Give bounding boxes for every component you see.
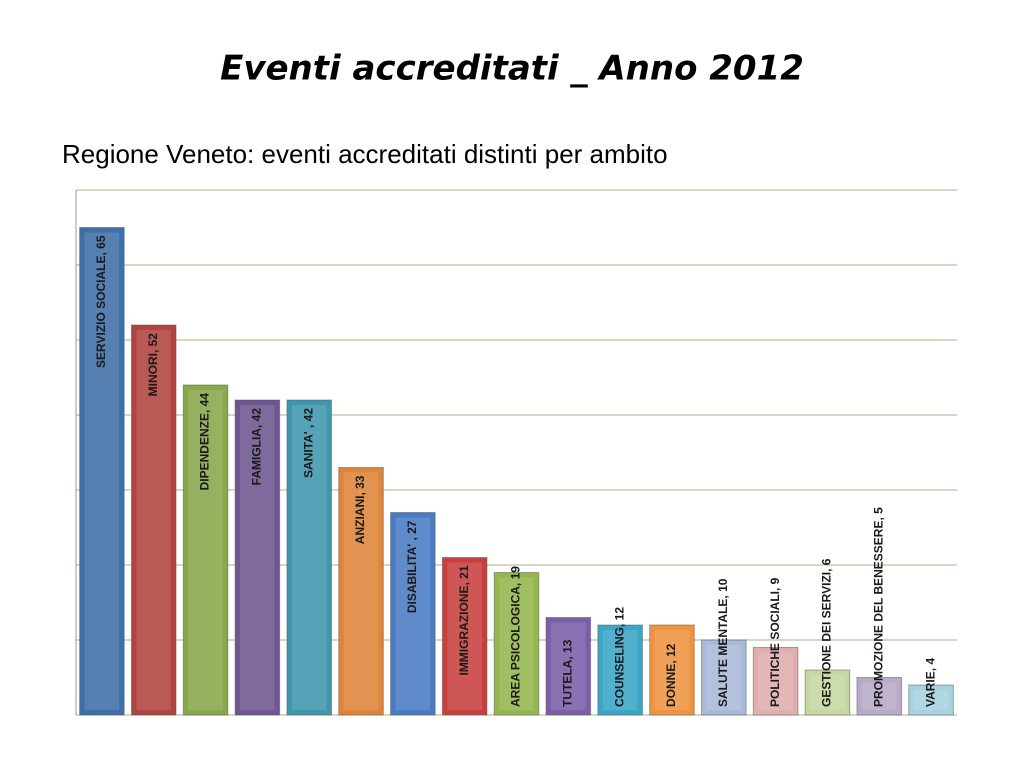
data-label: TUTELA, 13 <box>560 639 574 707</box>
bar <box>752 647 799 716</box>
data-label: IMMIGRAZIONE, 21 <box>457 565 471 675</box>
data-label: PROMOZIONE DEL BENESSERE, 5 <box>871 507 885 707</box>
bar <box>908 684 954 716</box>
data-label: DONNE, 12 <box>664 643 678 707</box>
bar <box>234 399 281 716</box>
data-label: VARIE, 4 <box>923 658 937 707</box>
bar-bevel <box>343 472 379 710</box>
bar-bevel <box>395 517 431 710</box>
chart-title: Eventi accreditati _ Anno 2012 <box>220 49 804 89</box>
bar-bevel <box>84 232 120 710</box>
bar <box>649 624 695 716</box>
bar-bevel <box>188 390 223 710</box>
bar-bevel <box>240 405 275 710</box>
bar <box>286 399 332 716</box>
bar-bevel <box>499 577 534 710</box>
bar-bevel <box>654 630 690 710</box>
data-label: AREA PSICOLOGICA, 19 <box>509 566 523 707</box>
bar-bevel <box>861 682 897 710</box>
bar-bevel <box>551 622 586 710</box>
bar <box>804 669 851 716</box>
bar <box>701 639 747 716</box>
bar <box>545 617 592 716</box>
bar-bevel <box>602 630 638 710</box>
bar-bevel <box>810 675 845 710</box>
data-label: GESTIONE DEI SERVIZI, 6 <box>820 558 834 707</box>
bar <box>856 677 903 716</box>
bar-bevel <box>706 645 742 710</box>
bar <box>130 324 177 716</box>
data-label: FAMIGLIA, 42 <box>250 408 264 486</box>
data-label: DIPENDENZE, 44 <box>198 393 212 491</box>
bar <box>338 467 384 716</box>
data-label: COUNSELING, 12 <box>612 607 626 707</box>
data-label: SERVIZIO SOCIALE, 65 <box>94 235 108 368</box>
bar <box>182 384 229 716</box>
bar-bevel <box>136 330 172 710</box>
data-label: SALUTE MENTALE, 10 <box>716 578 730 707</box>
data-label: MINORI, 52 <box>146 333 160 397</box>
data-label: ANZIANI, 33 <box>353 475 367 544</box>
bar <box>493 572 540 716</box>
data-label: DISABILITA' , 27 <box>405 520 419 613</box>
bar <box>441 557 488 716</box>
bar <box>79 227 125 716</box>
bar-bevel <box>758 652 793 710</box>
data-label: POLITICHE SOCIALI, 9 <box>768 577 782 707</box>
bar-bevel <box>447 562 482 710</box>
data-label: SANITA' , 42 <box>301 408 315 478</box>
chart-subtitle: Regione Veneto: eventi accreditati disti… <box>62 139 668 169</box>
bar <box>597 624 643 716</box>
bar-bevel <box>913 690 949 710</box>
bar-bevel <box>291 405 327 710</box>
bar <box>390 512 436 716</box>
